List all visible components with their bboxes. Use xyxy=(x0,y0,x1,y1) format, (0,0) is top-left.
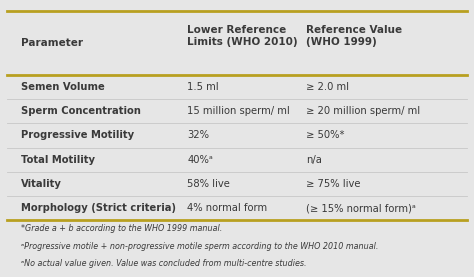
Text: 32%: 32% xyxy=(187,130,209,140)
Text: ≥ 20 million sperm/ ml: ≥ 20 million sperm/ ml xyxy=(306,106,420,116)
Text: n/a: n/a xyxy=(306,155,321,165)
Text: ᵃProgressive motile + non-progressive motile sperm according to the WHO 2010 man: ᵃProgressive motile + non-progressive mo… xyxy=(21,242,379,250)
Text: (≥ 15% normal form)ᵃ: (≥ 15% normal form)ᵃ xyxy=(306,203,416,213)
Text: *Grade a + b according to the WHO 1999 manual.: *Grade a + b according to the WHO 1999 m… xyxy=(21,224,223,233)
Text: Progressive Motility: Progressive Motility xyxy=(21,130,135,140)
Text: ᵃNo actual value given. Value was concluded from multi-centre studies.: ᵃNo actual value given. Value was conclu… xyxy=(21,259,307,268)
Text: ≥ 50%*: ≥ 50%* xyxy=(306,130,344,140)
Text: 1.5 ml: 1.5 ml xyxy=(187,82,219,92)
Text: 4% normal form: 4% normal form xyxy=(187,203,267,213)
Text: Semen Volume: Semen Volume xyxy=(21,82,105,92)
Text: 15 million sperm/ ml: 15 million sperm/ ml xyxy=(187,106,290,116)
Text: Total Motility: Total Motility xyxy=(21,155,95,165)
Text: 58% live: 58% live xyxy=(187,179,230,189)
Text: ≥ 75% live: ≥ 75% live xyxy=(306,179,360,189)
Text: ≥ 2.0 ml: ≥ 2.0 ml xyxy=(306,82,349,92)
Text: Lower Reference
Limits (WHO 2010): Lower Reference Limits (WHO 2010) xyxy=(187,25,298,47)
Text: Morphology (Strict criteria): Morphology (Strict criteria) xyxy=(21,203,176,213)
Text: Parameter: Parameter xyxy=(21,38,83,48)
Text: Reference Value
(WHO 1999): Reference Value (WHO 1999) xyxy=(306,25,402,47)
Text: Sperm Concentration: Sperm Concentration xyxy=(21,106,141,116)
Text: Vitality: Vitality xyxy=(21,179,62,189)
Text: 40%ᵃ: 40%ᵃ xyxy=(187,155,213,165)
